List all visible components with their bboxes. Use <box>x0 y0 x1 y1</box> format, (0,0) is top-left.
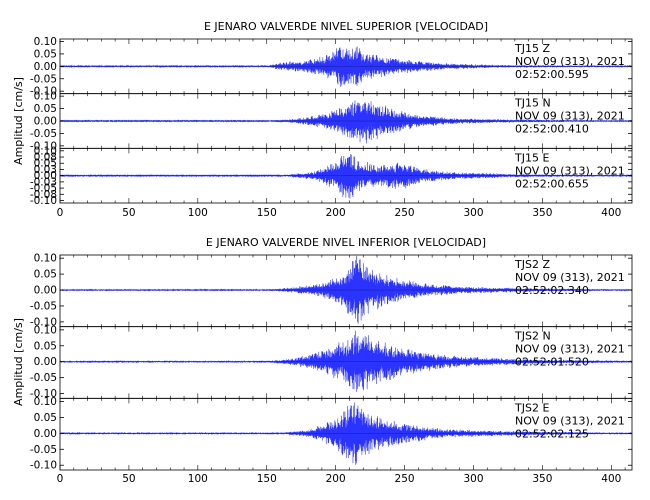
waveform-line <box>59 402 633 465</box>
trace-annotation: 02:52:02.125 <box>515 427 589 440</box>
y-tick-label: -0.05 <box>30 73 57 85</box>
y-tick-label: -0.10 <box>30 86 57 98</box>
trace-annotation: NOV 09 (313), 2021 <box>515 164 625 177</box>
y-axis-label: Amplitud [cm/s] <box>12 77 25 165</box>
trace-annotation: TJS2 N <box>514 330 551 343</box>
x-tick-label: 50 <box>122 207 135 219</box>
trace-annotation: 02:52:00.595 <box>515 68 589 81</box>
y-tick-label: -0.08 <box>30 189 57 201</box>
panel-frame <box>59 397 633 471</box>
x-tick-label: 300 <box>463 207 483 219</box>
x-tick-label: 100 <box>188 207 208 219</box>
x-tick-label: 350 <box>532 207 552 219</box>
trace-panel-3: 0.100.080.050.030.00-0.03-0.05-0.08-0.10… <box>30 145 633 207</box>
x-tick-label: 200 <box>326 207 346 219</box>
x-tick-label: 0 <box>57 473 64 485</box>
y-tick-label: -0.10 <box>30 195 57 207</box>
y-tick-label: 0.10 <box>34 91 57 103</box>
y-tick-label: 0.00 <box>34 170 57 182</box>
x-tick-label: 50 <box>122 473 135 485</box>
y-tick-label: 0.00 <box>34 61 57 73</box>
x-tick-label: 100 <box>188 473 208 485</box>
x-tick-label: 400 <box>601 207 621 219</box>
y-tick-label: 0.05 <box>34 103 57 115</box>
x-tick-label: 150 <box>257 473 277 485</box>
chart-group-2: E JENARO VALVERDE NIVEL INFERIOR [VELOCI… <box>12 236 633 485</box>
y-tick-label: 0.05 <box>34 158 57 170</box>
trace-annotation: TJS2 E <box>514 401 549 414</box>
x-tick-label: 300 <box>463 473 483 485</box>
chart-title: E JENARO VALVERDE NIVEL SUPERIOR [VELOCI… <box>204 20 488 33</box>
x-tick-label: 150 <box>257 207 277 219</box>
x-tick-label: 350 <box>532 473 552 485</box>
trace-annotation: NOV 09 (313), 2021 <box>515 55 625 68</box>
y-tick-label: -0.10 <box>30 316 57 328</box>
y-tick-label: -0.05 <box>30 183 57 195</box>
y-tick-label: -0.05 <box>30 128 57 140</box>
y-tick-label: 0.10 <box>34 324 57 336</box>
x-tick-label: 250 <box>395 207 415 219</box>
y-tick-label: 0.05 <box>34 48 57 60</box>
trace-annotation: 02:52:00.410 <box>515 123 589 136</box>
trace-annotation: 02:52:01.520 <box>515 356 589 369</box>
y-tick-label: 0.10 <box>34 36 57 48</box>
trace-annotation: NOV 09 (313), 2021 <box>515 414 625 427</box>
y-tick-label: 0.00 <box>34 116 57 128</box>
y-tick-label: 0.00 <box>34 428 57 440</box>
y-tick-label: -0.05 <box>30 444 57 456</box>
y-tick-label: -0.10 <box>30 460 57 472</box>
y-tick-label: -0.10 <box>30 140 57 152</box>
y-tick-label: 0.10 <box>34 253 57 265</box>
y-tick-label: -0.05 <box>30 372 57 384</box>
trace-annotation: NOV 09 (313), 2021 <box>515 271 625 284</box>
y-tick-label: 0.03 <box>34 164 57 176</box>
trace-annotation: NOV 09 (313), 2021 <box>515 110 625 123</box>
trace-annotation: TJ15 E <box>514 151 549 164</box>
y-tick-label: 0.00 <box>34 356 57 368</box>
y-tick-label: 0.08 <box>34 152 57 164</box>
trace-annotation: TJ15 Z <box>514 42 550 55</box>
waveform-line <box>59 100 633 144</box>
y-axis-label: Amplitud [cm/s] <box>12 318 25 406</box>
y-tick-label: 0.05 <box>34 340 57 352</box>
trace-annotation: TJ15 N <box>514 97 551 110</box>
trace-annotation: 02:52:02.340 <box>515 284 589 297</box>
y-tick-label: -0.03 <box>30 176 57 188</box>
chart-title: E JENARO VALVERDE NIVEL INFERIOR [VELOCI… <box>206 236 486 249</box>
chart-group-1: E JENARO VALVERDE NIVEL SUPERIOR [VELOCI… <box>12 20 633 219</box>
trace-annotation: NOV 09 (313), 2021 <box>515 343 625 356</box>
x-tick-label: 0 <box>57 207 64 219</box>
y-tick-label: 0.05 <box>34 412 57 424</box>
x-tick-label: 250 <box>395 473 415 485</box>
trace-annotation: 02:52:00.655 <box>515 177 589 190</box>
y-tick-label: 0.10 <box>34 396 57 408</box>
y-tick-label: -0.05 <box>30 300 57 312</box>
y-tick-label: 0.10 <box>34 145 57 157</box>
trace-annotation: TJS2 Z <box>514 258 550 271</box>
y-tick-label: 0.05 <box>34 269 57 281</box>
y-tick-label: -0.10 <box>30 388 57 400</box>
x-tick-label: 200 <box>326 473 346 485</box>
x-tick-label: 400 <box>601 473 621 485</box>
y-tick-label: 0.00 <box>34 285 57 297</box>
